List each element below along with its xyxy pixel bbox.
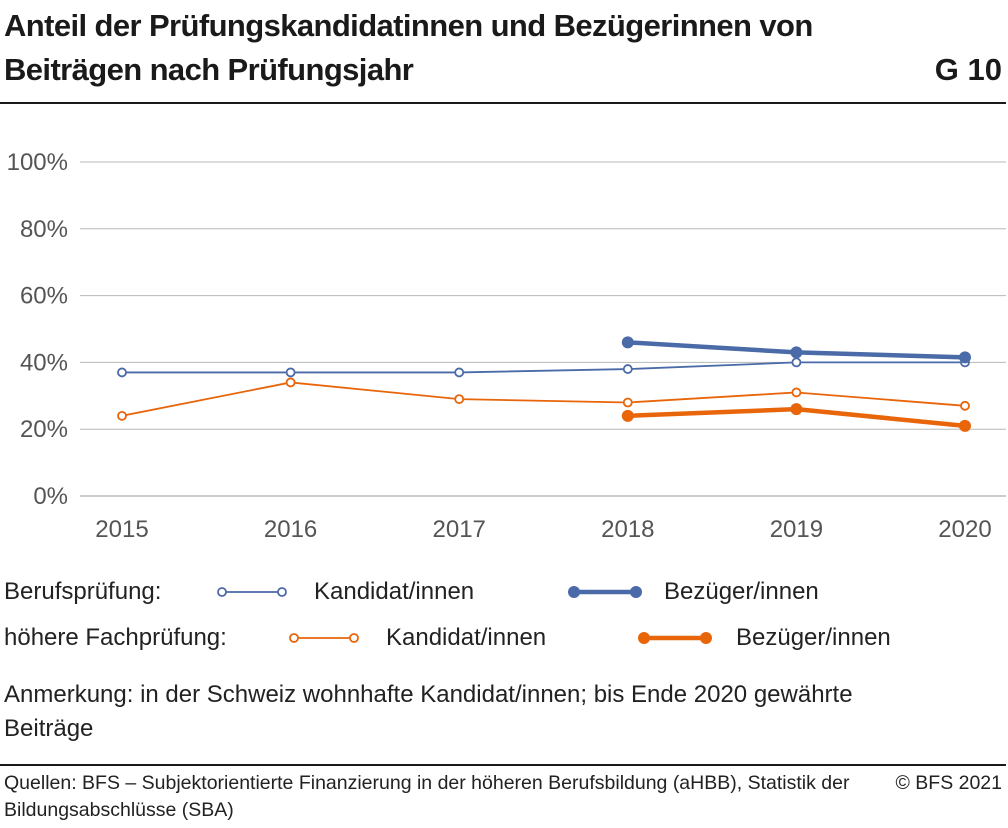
legend-group-label: höhere Fachprüfung: [4,624,227,651]
data-point [959,419,971,432]
series-line-0 [121,361,966,374]
legend-label-bp-candidates: Kandidat/innen [314,578,475,605]
data-point [791,357,802,368]
y-tick-label: 80% [20,216,68,243]
y-tick-label: 20% [20,416,68,443]
data-point [117,410,127,421]
data-point [959,351,971,364]
data-point [791,387,802,398]
data-point [790,403,803,416]
legend-swatch-hfp-candidates [289,633,359,643]
data-point [790,346,803,359]
x-tick-label: 2015 [95,516,148,543]
x-tick-label: 2017 [433,516,486,543]
series-line-2 [121,381,966,417]
legend-label-hfp-recipients: Bezüger/innen [736,624,891,651]
y-tick-label: 0% [33,483,68,510]
legend-swatch-bp-candidates [217,587,287,597]
legend-label-hfp-candidates: Kandidat/innen [386,624,547,651]
footer-divider [0,764,1006,766]
header-divider [0,102,1006,104]
legend-label-bp-recipients: Bezüger/innen [664,578,819,605]
x-tick-label: 2016 [264,516,317,543]
sources-text: Quellen: BFS – Subjektorientierte Finanz… [4,772,850,821]
data-point [622,397,633,408]
line-chart: 0% 20% 40% 60% 80% 100% 2015 2016 2017 2018 2019 20… [7,149,1006,543]
data-point [960,400,970,411]
x-tick-label: 2020 [938,516,991,543]
chart-number: G 10 [934,52,1002,87]
legend-group-label: Berufsprüfung: [4,578,162,605]
x-tick-label: 2019 [770,516,823,543]
legend-swatch-hfp-recipients [638,632,712,644]
y-tick-label: 100% [7,149,68,176]
legend-row-berufspruefung: Berufsprüfung: Kandidat/innen Bezüger/in… [0,572,1008,612]
data-point [117,367,127,378]
data-point [285,367,296,378]
data-point [454,367,465,378]
legend-row-hoehere-fachpruefung: höhere Fachprüfung: Kandidat/innen Bezüg… [0,618,1008,658]
y-tick-label: 60% [20,283,68,310]
data-point [621,409,634,422]
y-tick-label: 40% [20,349,68,376]
data-point [621,336,634,349]
x-tick-label: 2018 [601,516,654,543]
data-point [285,377,296,388]
chart-note: Anmerkung: in der Schweiz wohnhafte Kand… [4,681,853,742]
data-point [622,364,633,374]
data-point [454,394,465,405]
copyright-text: © BFS 2021 [895,772,1002,794]
legend-swatch-bp-recipients [568,586,642,598]
chart-title: Anteil der Prüfungskandidatinnen und Bez… [4,8,813,87]
